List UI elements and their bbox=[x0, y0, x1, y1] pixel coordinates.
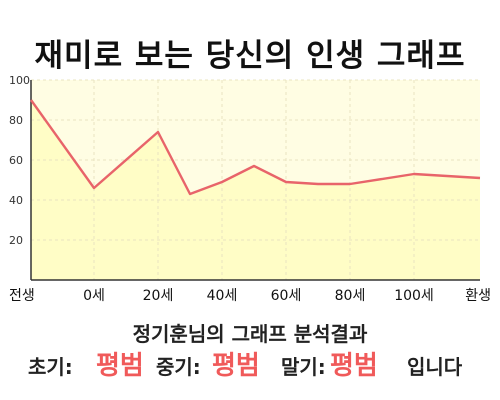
x-tick-label: 40세 bbox=[207, 288, 238, 304]
x-tick-label: 80세 bbox=[335, 288, 366, 304]
x-tick-label: 100세 bbox=[394, 288, 434, 304]
late-value: 평범 bbox=[330, 351, 378, 381]
x-tick-label: 20세 bbox=[143, 288, 174, 304]
y-tick-label: 80 bbox=[9, 114, 23, 127]
middle-value: 평범 bbox=[212, 351, 260, 381]
early-label: 초기: bbox=[28, 355, 73, 379]
y-tick-label: 60 bbox=[9, 154, 23, 167]
page-title: 재미로 보는 당신의 인생 그래프 bbox=[34, 38, 466, 74]
late-label: 말기: bbox=[281, 355, 326, 379]
life-line bbox=[30, 99, 481, 196]
x-tick-label: 전생 bbox=[9, 288, 35, 304]
x-tick-label: 환생 bbox=[465, 288, 491, 304]
life-graph-chart: 20 40 60 80 100 전생 0세 20세 40세 60세 80세 100세 환생 bbox=[9, 74, 491, 304]
y-tick-label: 100 bbox=[9, 74, 30, 87]
y-tick-label: 20 bbox=[9, 234, 23, 247]
x-tick-label: 0세 bbox=[83, 288, 105, 304]
y-tick-label: 40 bbox=[9, 194, 23, 207]
x-tick-label: 60세 bbox=[271, 288, 302, 304]
result-row: 초기: 평범 중기: 평범 말기: 평범 입니다 bbox=[0, 345, 500, 381]
middle-label: 중기: bbox=[156, 355, 201, 379]
early-value: 평범 bbox=[96, 351, 144, 381]
result-suffix: 입니다 bbox=[407, 355, 463, 379]
result-caption: 정기훈님의 그래프 분석결과 bbox=[132, 322, 368, 346]
